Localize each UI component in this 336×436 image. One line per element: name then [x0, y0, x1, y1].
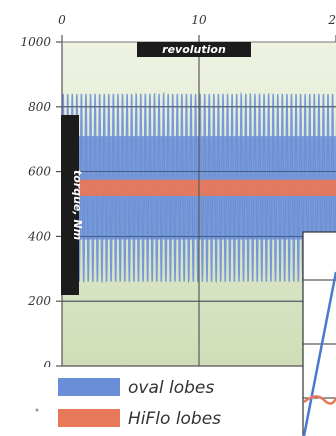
ylabel-badge	[61, 115, 79, 295]
x-tick-label-20: 20	[327, 13, 336, 27]
y-tick-label-800: 800	[28, 100, 51, 114]
y-tick-label-0: 0	[43, 359, 51, 373]
y-tick-label-200: 200	[27, 294, 51, 308]
x-tick-label-0: 0	[58, 13, 66, 27]
legend-background	[0, 367, 302, 436]
legend-label-1: HiFlo lobes	[128, 409, 221, 429]
x-tick-label-10: 10	[191, 13, 207, 27]
legend-swatch-1	[58, 409, 120, 427]
xlabel-badge	[137, 42, 251, 57]
inset-box	[302, 231, 336, 436]
y-axis-label: torque, Nm	[71, 170, 84, 240]
x-axis-label: revolution	[162, 43, 226, 56]
series-line-oval-lobes	[62, 91, 336, 284]
y-tick-label-600: 600	[28, 165, 51, 179]
y-tick-label-1000: 1000	[20, 35, 51, 49]
legend-swatch-0	[58, 378, 120, 396]
legend-label-0: oval lobes	[128, 378, 214, 398]
legend-dot	[35, 408, 39, 412]
inset-blue-line	[302, 271, 336, 436]
y-tick-label-400: 400	[27, 229, 51, 243]
inset-orange-line	[303, 395, 336, 405]
